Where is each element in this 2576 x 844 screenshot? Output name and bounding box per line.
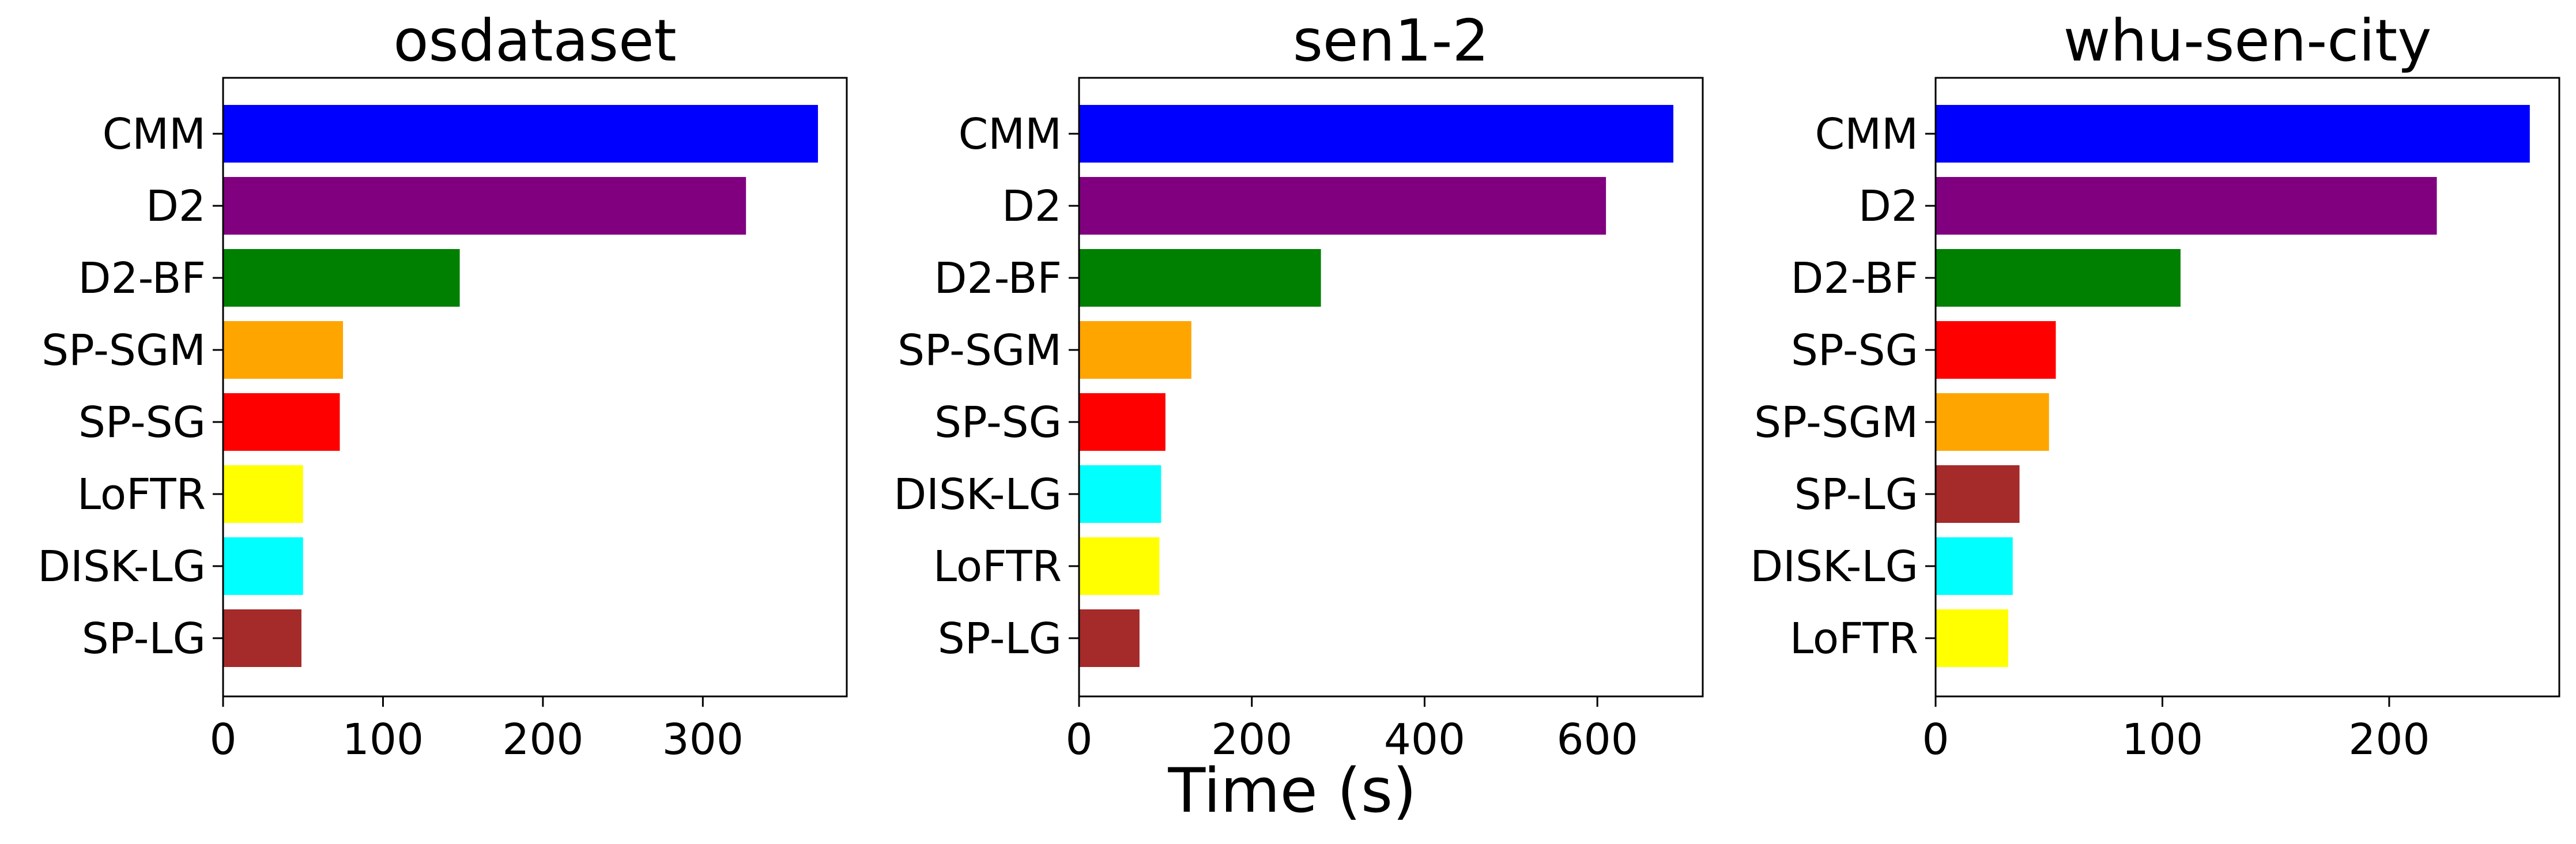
bar-sp-sgm	[223, 321, 344, 379]
y-tick-label: D2-BF	[78, 254, 206, 303]
chart-title: sen1-2	[1293, 7, 1489, 74]
bar-sp-sgm	[1079, 321, 1191, 379]
y-tick-label: DISK-LG	[1750, 542, 1918, 591]
bar-loftr	[223, 465, 303, 523]
x-axis-label: Time (s)	[1167, 755, 1416, 826]
bar-d2-bf	[1079, 249, 1321, 307]
y-tick-label: SP-SG	[78, 398, 206, 447]
y-tick-label: SP-SG	[934, 398, 1062, 447]
y-tick-label: SP-SGM	[42, 326, 206, 375]
bar-loftr	[1079, 537, 1160, 595]
x-tick-label: 200	[1211, 715, 1292, 764]
bar-cmm	[223, 105, 819, 163]
y-tick-label: SP-SGM	[897, 326, 1062, 375]
y-tick-label: LoFTR	[1790, 614, 1918, 664]
chart-title: osdataset	[393, 7, 676, 74]
chart-panel-3: CMM D2 D2-BF SP-SG SP-SGM SP-LG DISK-LG LoFTR 0 1…	[1750, 7, 2560, 764]
axes-frame	[1934, 77, 2560, 698]
x-tick-label: 300	[662, 715, 744, 764]
y-tick-label: D2	[1002, 182, 1062, 231]
y-tick-label: SP-SGM	[1754, 398, 1918, 447]
y-tick-label: LoFTR	[933, 542, 1062, 591]
axes-frame	[1078, 77, 1704, 698]
y-tick-label: LoFTR	[77, 470, 206, 519]
chart-panel-2: CMM D2 D2-BF SP-SGM SP-SG DISK-LG LoFTR SP-LG 0 2…	[893, 7, 1704, 764]
x-tick-label: 0	[209, 715, 236, 764]
bar-cmm	[1936, 105, 2530, 163]
y-tick-label: SP-LG	[1794, 470, 1918, 519]
y-tick-label: D2-BF	[934, 254, 1062, 303]
bar-disk-lg	[1936, 537, 2013, 595]
bar-d2-bf	[1936, 249, 2181, 307]
chart-title: whu-sen-city	[2064, 7, 2432, 74]
x-tick-label: 200	[502, 715, 583, 764]
x-tick-label: 600	[1557, 715, 1638, 764]
bar-loftr	[1936, 609, 2008, 667]
x-tick-label: 100	[342, 715, 424, 764]
bar-d2	[1936, 177, 2437, 235]
bar-d2	[1079, 177, 1606, 235]
y-tick-label: D2	[1858, 182, 1918, 231]
y-tick-label: SP-SG	[1791, 326, 1918, 375]
y-tick-label: D2-BF	[1791, 254, 1918, 303]
x-tick-label: 400	[1384, 715, 1465, 764]
y-tick-label: SP-LG	[938, 614, 1062, 664]
y-tick-label: CMM	[103, 110, 206, 159]
bar-disk-lg	[223, 537, 303, 595]
bar-disk-lg	[1079, 465, 1161, 523]
bar-sp-sg	[1936, 321, 2056, 379]
y-tick-label: D2	[146, 182, 206, 231]
bar-sp-lg	[223, 609, 301, 667]
bar-sp-lg	[1936, 465, 2020, 523]
x-tick-label: 0	[1065, 715, 1092, 764]
y-tick-label: CMM	[1815, 110, 1918, 159]
bar-sp-sgm	[1936, 393, 2049, 451]
bar-sp-lg	[1079, 609, 1140, 667]
bar-cmm	[1079, 105, 1674, 163]
bar-sp-sg	[223, 393, 340, 451]
y-tick-label: SP-LG	[82, 614, 206, 664]
y-tick-label: CMM	[959, 110, 1062, 159]
bar-d2	[223, 177, 746, 235]
x-tick-label: 0	[1922, 715, 1949, 764]
bar-d2-bf	[223, 249, 460, 307]
chart-panel-1: CMM D2 D2-BF SP-SGM SP-SG LoFTR DISK-LG SP-LG 0 1…	[37, 7, 848, 764]
bar-sp-sg	[1079, 393, 1166, 451]
x-tick-label: 200	[2348, 715, 2430, 764]
y-tick-label: DISK-LG	[893, 470, 1062, 519]
axes-frame	[222, 77, 848, 698]
x-tick-label: 100	[2122, 715, 2203, 764]
y-tick-label: DISK-LG	[37, 542, 206, 591]
